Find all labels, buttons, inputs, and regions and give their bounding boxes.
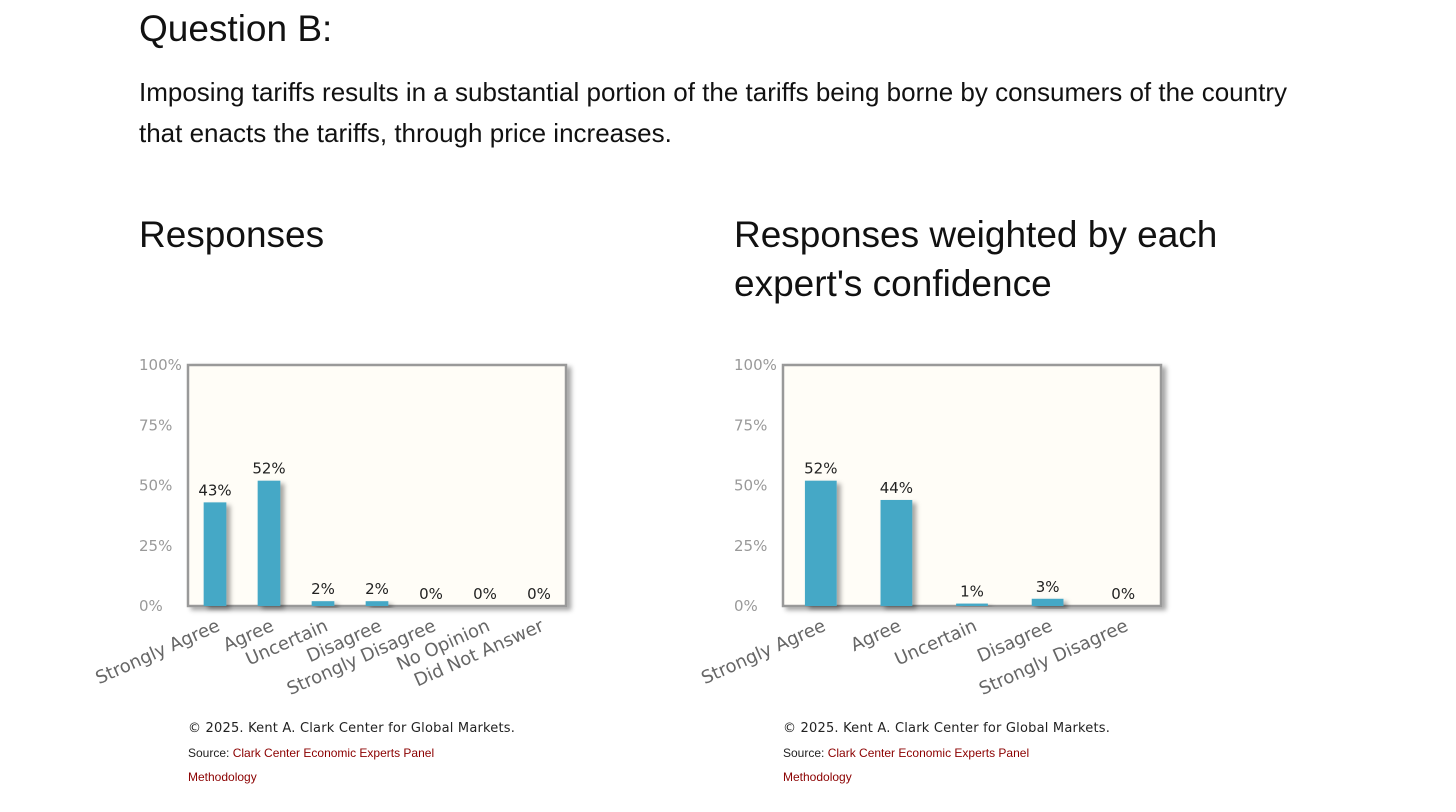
responses-chart: 0%25%50%75%100%43%Strongly Agree52%Agree… xyxy=(92,356,568,700)
weighted-responses-heading: Responses weighted by each expert's conf… xyxy=(734,214,1218,304)
y-tick-label: 25% xyxy=(139,537,172,555)
plot-area xyxy=(186,363,568,608)
source-prefix: Source: xyxy=(188,746,233,760)
bar xyxy=(365,601,389,606)
bar xyxy=(257,480,281,606)
bar xyxy=(203,502,227,606)
y-tick-label: 50% xyxy=(734,477,767,495)
category-label: Strongly Agree xyxy=(698,615,829,689)
data-label: 44% xyxy=(880,479,913,497)
data-label: 3% xyxy=(1036,578,1060,596)
bar xyxy=(1031,598,1064,606)
data-label: 2% xyxy=(365,580,389,598)
bar xyxy=(880,499,913,606)
data-label: 2% xyxy=(311,580,335,598)
y-tick-label: 75% xyxy=(139,416,172,434)
y-tick-label: 100% xyxy=(139,356,182,374)
data-label: 52% xyxy=(252,460,285,478)
source-link[interactable]: Clark Center Economic Experts Panel xyxy=(827,746,1030,760)
bar xyxy=(311,601,335,606)
data-label: 0% xyxy=(527,585,551,603)
data-label: 43% xyxy=(198,481,231,499)
question-title: Question B: xyxy=(139,8,333,49)
question-text: Imposing tariffs results in a substantia… xyxy=(139,77,1287,148)
y-tick-label: 25% xyxy=(734,537,767,555)
plot-area xyxy=(781,363,1163,608)
methodology-right: Methodology xyxy=(783,770,852,784)
category-label: Uncertain xyxy=(892,615,980,670)
source-prefix: Source: xyxy=(783,746,828,760)
y-tick-label: 0% xyxy=(139,597,163,615)
source-right: Source: Clark Center Economic Experts Pa… xyxy=(783,746,1029,760)
copyright-left: © 2025. Kent A. Clark Center for Global … xyxy=(188,721,516,736)
methodology-link[interactable]: Methodology xyxy=(188,770,257,784)
source-left: Source: Clark Center Economic Experts Pa… xyxy=(188,746,434,760)
methodology-link[interactable]: Methodology xyxy=(783,770,852,784)
bar xyxy=(804,480,837,606)
bar xyxy=(956,603,988,606)
y-tick-label: 100% xyxy=(734,356,777,374)
y-tick-label: 0% xyxy=(734,597,758,615)
source-link[interactable]: Clark Center Economic Experts Panel xyxy=(232,746,435,760)
category-label: Strongly Agree xyxy=(92,615,223,689)
data-label: 1% xyxy=(960,583,984,601)
data-label: 52% xyxy=(804,460,837,478)
data-label: 0% xyxy=(473,585,497,603)
data-label: 0% xyxy=(1111,585,1135,603)
responses-heading: Responses xyxy=(139,214,325,255)
copyright-right: © 2025. Kent A. Clark Center for Global … xyxy=(783,721,1111,736)
y-tick-label: 50% xyxy=(139,477,172,495)
methodology-left: Methodology xyxy=(188,770,257,784)
weighted-responses-chart: 0%25%50%75%100%52%Strongly Agree44%Agree… xyxy=(698,356,1163,700)
data-label: 0% xyxy=(419,585,443,603)
y-tick-label: 75% xyxy=(734,416,767,434)
